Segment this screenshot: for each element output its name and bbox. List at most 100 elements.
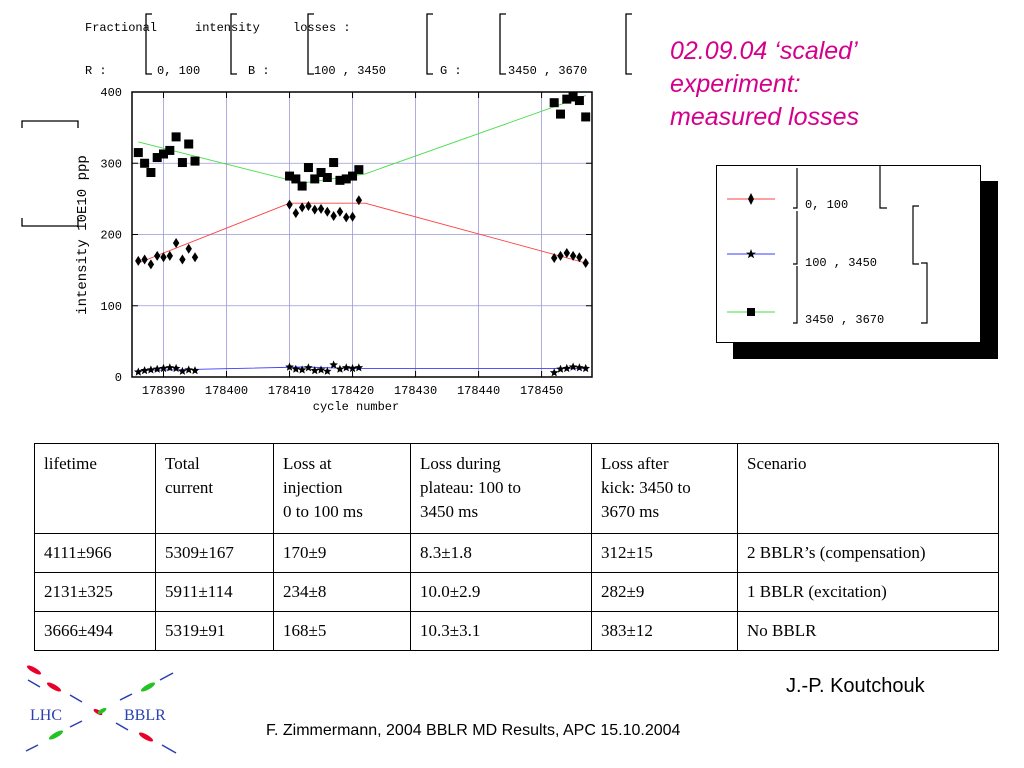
header-line: 3450 ms bbox=[420, 502, 479, 521]
cell-loss-kick: 312±15 bbox=[591, 533, 738, 573]
data-point-diamond bbox=[179, 254, 186, 265]
data-point-star bbox=[581, 363, 590, 373]
data-point-star bbox=[348, 363, 357, 373]
data-point-square bbox=[291, 174, 301, 184]
data-point-square bbox=[171, 132, 181, 142]
data-point-star bbox=[329, 360, 338, 369]
data-point-diamond bbox=[563, 248, 570, 259]
data-point-star bbox=[134, 367, 143, 376]
header-lifetime: lifetime bbox=[34, 443, 156, 534]
data-point-square bbox=[133, 148, 143, 158]
header-losses-text: losses : bbox=[293, 21, 351, 35]
crossing-beams-logo-icon bbox=[25, 665, 177, 754]
x-tick-label: 178400 bbox=[205, 384, 248, 398]
data-point-square bbox=[555, 109, 565, 119]
data-point-square bbox=[348, 171, 358, 181]
data-point-star bbox=[575, 363, 584, 372]
slide-title-line-3: measured losses bbox=[670, 103, 859, 131]
data-point-square bbox=[159, 149, 169, 159]
data-point-diamond bbox=[324, 206, 331, 217]
data-point-star bbox=[152, 364, 162, 373]
header-line: kick: 3450 to bbox=[601, 478, 691, 497]
data-point-star bbox=[549, 368, 559, 377]
header-bracket bbox=[625, 13, 632, 75]
slide-title: 02.09.04 ‘scaled’ experiment: measured l… bbox=[670, 35, 1010, 134]
data-point-star bbox=[297, 365, 307, 374]
y-tick-label: 300 bbox=[100, 157, 122, 171]
x-tick-label: 178410 bbox=[268, 384, 311, 398]
data-point-diamond bbox=[569, 250, 577, 261]
data-point-square bbox=[322, 173, 332, 182]
header-line: lifetime bbox=[44, 454, 97, 473]
header-bracket bbox=[145, 13, 152, 75]
cell-loss-plateau: 10.3±3.1 bbox=[410, 611, 592, 651]
data-point-square bbox=[581, 112, 591, 122]
legend-bracket bbox=[793, 266, 798, 324]
data-point-square bbox=[165, 145, 175, 155]
data-point-square bbox=[285, 171, 295, 181]
header-range-text: 100 , 3450 bbox=[314, 64, 386, 78]
cell-loss-kick: 383±12 bbox=[591, 611, 738, 651]
cell-loss-plateau: 10.0±2.9 bbox=[410, 572, 592, 612]
cell-scenario: 2 BBLR’s (compensation) bbox=[737, 533, 999, 573]
data-point-diamond bbox=[141, 254, 148, 265]
cell-total-current: 5319±91 bbox=[155, 611, 274, 651]
results-table: lifetime Total current Loss at injection 0 … bbox=[34, 443, 999, 651]
lhc-bblr-logo: LHC BBLR bbox=[25, 665, 177, 754]
data-point-star bbox=[184, 365, 193, 374]
data-point-diamond bbox=[292, 208, 300, 219]
data-point-square bbox=[335, 175, 345, 185]
cell-lifetime: 2131±325 bbox=[34, 572, 156, 612]
header-bracket bbox=[230, 13, 237, 75]
trend-line bbox=[138, 366, 586, 372]
cell-loss-injection: 168±5 bbox=[273, 611, 411, 651]
data-point-diamond bbox=[305, 201, 312, 211]
header-line: current bbox=[165, 478, 214, 497]
data-point-diamond bbox=[147, 259, 155, 270]
data-point-star bbox=[304, 363, 313, 372]
y-tick-label: 200 bbox=[100, 229, 122, 243]
y-axis-label: intensity 10E10 ppp bbox=[75, 155, 91, 315]
cell-lifetime: 4111±966 bbox=[34, 533, 156, 573]
x-tick-label: 178440 bbox=[457, 384, 500, 398]
y-tick-label: 400 bbox=[100, 86, 122, 100]
legend-bracket bbox=[921, 262, 928, 324]
data-point-diamond bbox=[557, 250, 564, 261]
data-point-square bbox=[177, 158, 187, 168]
header-scenario: Scenario bbox=[737, 443, 999, 534]
data-point-square bbox=[341, 174, 351, 184]
data-point-star bbox=[556, 364, 565, 373]
data-point-star bbox=[568, 362, 578, 371]
header-line: Loss at bbox=[283, 454, 332, 473]
header-loss-injection: Loss at injection 0 to 100 ms bbox=[273, 443, 411, 534]
data-point-star bbox=[323, 366, 332, 375]
header-line: 0 to 100 ms bbox=[283, 502, 363, 521]
data-point-square bbox=[354, 165, 364, 175]
data-point-diamond bbox=[582, 258, 589, 268]
data-point-square bbox=[316, 168, 326, 178]
logo-bblr-text: BBLR bbox=[124, 707, 166, 724]
logo-lhc-text: LHC bbox=[30, 707, 62, 724]
intensity-loss-chart: Fractional intensity losses : R : 0, 100 B : 1… bbox=[21, 13, 632, 414]
cell-loss-kick: 282±9 bbox=[591, 572, 738, 612]
legend-star-icon bbox=[746, 249, 756, 259]
data-point-diamond bbox=[349, 211, 356, 222]
data-point-square bbox=[152, 153, 162, 163]
x-tick-label: 178390 bbox=[142, 384, 185, 398]
table-row: 2131±325 5911±114 234±8 10.0±2.9 282±9 1… bbox=[34, 572, 999, 612]
slide-title-line-1: 02.09.04 ‘scaled’ bbox=[670, 37, 858, 65]
data-point-square bbox=[303, 163, 313, 173]
data-point-diamond bbox=[343, 212, 350, 223]
header-bracket bbox=[307, 13, 314, 75]
legend-bracket bbox=[879, 166, 887, 209]
header-line: Loss after bbox=[601, 454, 669, 473]
header-range-text: 0, 100 bbox=[157, 64, 200, 78]
table-row: 4111±966 5309±167 170±9 8.3±1.8 312±15 2… bbox=[34, 533, 999, 573]
data-point-star bbox=[190, 366, 200, 375]
data-point-star bbox=[178, 366, 187, 375]
legend-label-kick: 3450 , 3670 bbox=[805, 313, 884, 327]
data-point-star bbox=[146, 365, 156, 374]
data-point-diamond bbox=[576, 252, 583, 263]
data-point-square bbox=[568, 92, 578, 102]
header-total-current: Total current bbox=[155, 443, 274, 534]
